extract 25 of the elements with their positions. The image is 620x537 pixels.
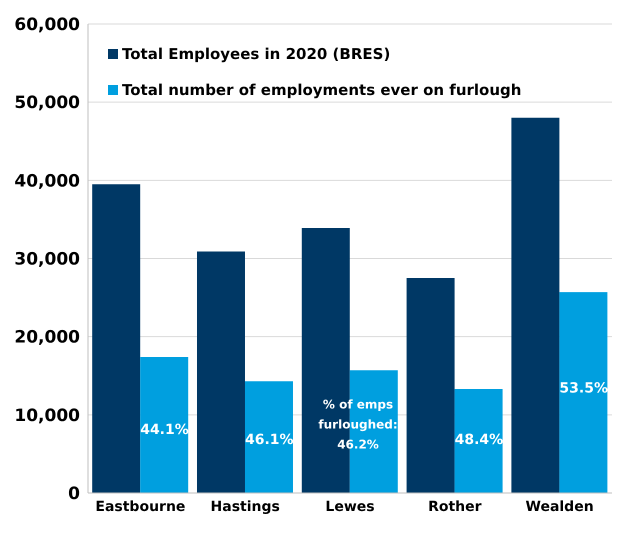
bar xyxy=(559,292,608,493)
legend-label: Total number of employments ever on furlough xyxy=(122,80,522,101)
bar xyxy=(196,251,245,493)
annotation: % of emps furloughed: 46.2% xyxy=(318,397,398,452)
x-tick-label: Eastbourne xyxy=(95,498,186,515)
bar xyxy=(511,118,560,493)
annotation: 46.1% xyxy=(245,432,294,448)
y-tick-label: 30,000 xyxy=(14,250,80,270)
y-tick-label: 40,000 xyxy=(14,171,80,192)
y-tick-label: 50,000 xyxy=(14,93,80,114)
bar xyxy=(244,381,293,493)
bar xyxy=(406,278,455,493)
y-tick-label: 60,000 xyxy=(14,15,80,36)
bar xyxy=(140,356,188,493)
x-tick-label: Rother xyxy=(428,498,482,515)
x-tick-label: Lewes xyxy=(325,498,375,515)
y-tick-label: 0 xyxy=(68,484,80,504)
legend-label: Total Employees in 2020 (BRES) xyxy=(122,44,390,65)
y-tick-label: 10,000 xyxy=(14,406,80,426)
x-tick-label: Hastings xyxy=(210,498,280,515)
annotation: 53.5% xyxy=(559,380,608,396)
bar xyxy=(454,389,503,493)
bar xyxy=(92,184,140,493)
x-tick-label: Wealden xyxy=(526,498,594,515)
y-tick-label: 20,000 xyxy=(14,328,80,348)
